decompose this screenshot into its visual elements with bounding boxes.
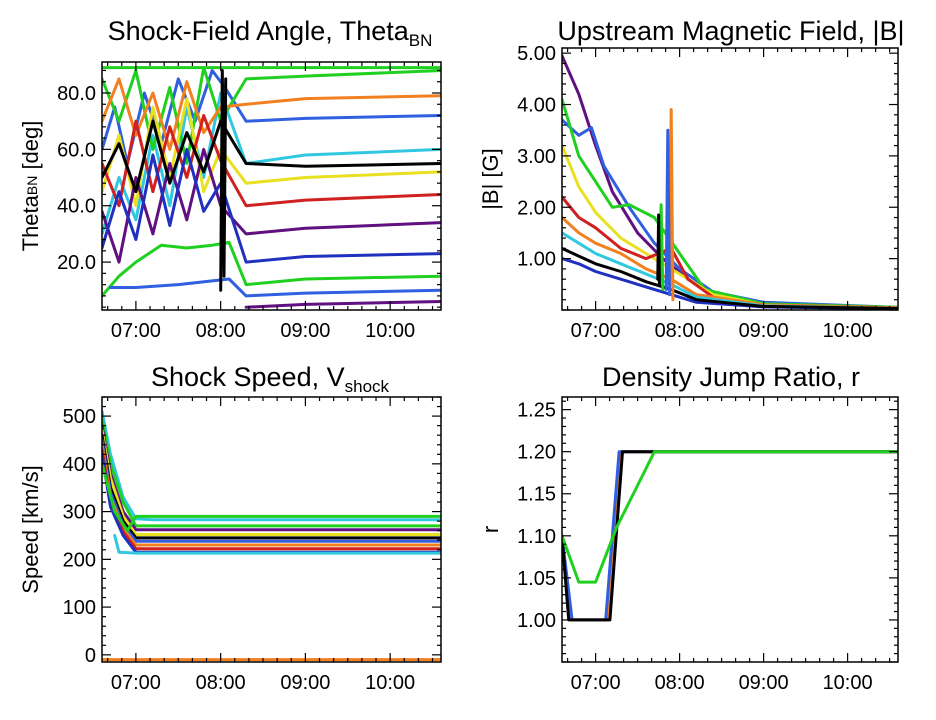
theta-y-axis-label-unit: [deg] bbox=[18, 121, 43, 176]
bfield-series-line-2 bbox=[562, 97, 898, 309]
theta-x-tick-label: 10:00 bbox=[365, 320, 415, 342]
theta-chart-title: Shock-Field Angle, ThetaBN bbox=[108, 16, 433, 50]
bfield-chart-title-main: Upstream Magnetic Field, |B| bbox=[557, 16, 904, 46]
vshock-y-axis-label: Speed [km/s] bbox=[18, 465, 43, 593]
theta-series-line-2 bbox=[102, 66, 441, 165]
bfield-series-line-5 bbox=[562, 216, 898, 310]
ratio-x-tick-label: 08:00 bbox=[655, 672, 705, 694]
ratio-x-tick-label: 09:00 bbox=[739, 672, 789, 694]
ratio-chart-title: Density Jump Ratio, r bbox=[602, 362, 860, 392]
vshock-chart-title-main: Shock Speed, V bbox=[151, 362, 345, 392]
panel-theta: 07:00 08:00 09:00 10:00 20.0 40.0 60.0 80.0 Shoc… bbox=[18, 16, 442, 342]
theta-y-tick-label: 60.0 bbox=[57, 139, 96, 161]
theta-series-line-3 bbox=[102, 97, 441, 208]
theta-y-axis-label-subscript: BN bbox=[24, 176, 40, 195]
ratio-y-tick-label: 1.10 bbox=[517, 526, 556, 548]
series-group-vshock bbox=[102, 409, 441, 662]
theta-series-line-10 bbox=[109, 277, 441, 298]
bfield-chart-title: Upstream Magnetic Field, |B| bbox=[557, 16, 904, 46]
vshock-x-tick-label: 09:00 bbox=[280, 672, 330, 694]
series-group-bfield bbox=[562, 54, 898, 310]
theta-series-line-8 bbox=[102, 147, 441, 264]
vshock-x-tick-label: 08:00 bbox=[196, 672, 246, 694]
bfield-plot-frame bbox=[561, 47, 899, 311]
theta-series-line-13 bbox=[219, 69, 228, 292]
vshock-plot-frame bbox=[101, 396, 442, 663]
vshock-series-line-1 bbox=[102, 417, 441, 528]
theta-y-tick-label: 40.0 bbox=[57, 196, 96, 218]
theta-y-axis-label: ThetaBN [deg] bbox=[18, 121, 43, 252]
bfield-x-tick-label: 10:00 bbox=[823, 320, 873, 342]
theta-series-line-6 bbox=[102, 147, 441, 264]
bfield-y-tick-label: 1.00 bbox=[517, 249, 556, 271]
theta-x-tick-label: 07:00 bbox=[111, 320, 161, 342]
bfield-x-tick-label: 08:00 bbox=[655, 320, 705, 342]
ratio-y-tick-label: 1.00 bbox=[517, 610, 556, 632]
vshock-series-line-10 bbox=[113, 534, 441, 555]
theta-y-tick-label: 20.0 bbox=[57, 252, 96, 274]
bfield-series-line-8 bbox=[562, 246, 898, 310]
bfield-y-tick-label: 2.00 bbox=[517, 197, 556, 219]
bfield-x-tick-label: 07:00 bbox=[571, 320, 621, 342]
ratio-chart-title-main: Density Jump Ratio, r bbox=[602, 362, 860, 392]
series-group-theta bbox=[102, 66, 441, 309]
vshock-y-tick-label: 200 bbox=[63, 549, 96, 571]
panel-bfield: 07:00 08:00 09:00 10:00 1.00 2.00 3.00 4.00 5.00… bbox=[478, 16, 905, 342]
bfield-y-tick-label: 5.00 bbox=[517, 43, 556, 65]
theta-y-axis-label-main: Theta bbox=[18, 194, 43, 251]
theta-chart-title-subscript: BN bbox=[409, 31, 433, 50]
theta-chart-title-main: Shock-Field Angle, Theta bbox=[108, 16, 410, 46]
theta-x-tick-label: 08:00 bbox=[196, 320, 246, 342]
ratio-y-tick-label: 1.20 bbox=[517, 442, 556, 464]
vshock-chart-title-subscript: shock bbox=[345, 377, 390, 396]
bfield-series-line-10 bbox=[664, 128, 671, 297]
ratio-y-tick-label: 1.05 bbox=[517, 568, 556, 590]
theta-x-tick-label: 09:00 bbox=[280, 320, 330, 342]
ratio-series-line-3 bbox=[562, 450, 898, 584]
bfield-x-tick-label: 09:00 bbox=[739, 320, 789, 342]
theta-series-line-7 bbox=[102, 119, 441, 194]
vshock-series-line-9 bbox=[102, 462, 441, 533]
vshock-y-tick-label: 400 bbox=[63, 454, 96, 476]
bfield-y-axis-label-main: |B| [G] bbox=[478, 148, 503, 210]
bfield-y-tick-label: 4.00 bbox=[517, 95, 556, 117]
theta-series-line-9 bbox=[102, 240, 441, 298]
ratio-x-tick-label: 10:00 bbox=[823, 672, 873, 694]
ratio-plot-frame bbox=[561, 396, 899, 663]
ratio-y-tick-label: 1.15 bbox=[517, 484, 556, 506]
vshock-y-tick-label: 100 bbox=[63, 597, 96, 619]
vshock-x-tick-label: 07:00 bbox=[111, 672, 161, 694]
vshock-y-tick-label: 0 bbox=[85, 645, 96, 667]
vshock-chart-title: Shock Speed, Vshock bbox=[151, 362, 390, 396]
vshock-y-tick-label: 500 bbox=[63, 406, 96, 428]
vshock-y-tick-label: 300 bbox=[63, 502, 96, 524]
panel-vshock: 07:00 08:00 09:00 10:00 0 100 200 300 400 500 Shoc… bbox=[18, 362, 442, 694]
theta-y-tick-label: 80.0 bbox=[57, 83, 96, 105]
ratio-y-axis-label: r bbox=[478, 526, 503, 533]
vshock-x-tick-label: 10:00 bbox=[365, 672, 415, 694]
bfield-series-line-12 bbox=[656, 213, 661, 286]
ratio-y-axis-label-main: r bbox=[478, 526, 503, 533]
ratio-x-tick-label: 07:00 bbox=[571, 672, 621, 694]
theta-series-line-4 bbox=[102, 77, 441, 151]
series-group-ratio bbox=[562, 450, 898, 622]
bfield-y-axis-label: |B| [G] bbox=[478, 148, 503, 210]
bfield-y-tick-label: 3.00 bbox=[517, 146, 556, 168]
theta-series-line-5 bbox=[102, 114, 441, 208]
vshock-y-axis-label-main: Speed [km/s] bbox=[18, 465, 43, 593]
panel-ratio: 07:00 08:00 09:00 10:00 1.00 1.05 1.10 1.15 1.20… bbox=[478, 362, 899, 694]
ratio-y-tick-label: 1.25 bbox=[517, 400, 556, 422]
theta-plot-frame bbox=[101, 61, 442, 311]
